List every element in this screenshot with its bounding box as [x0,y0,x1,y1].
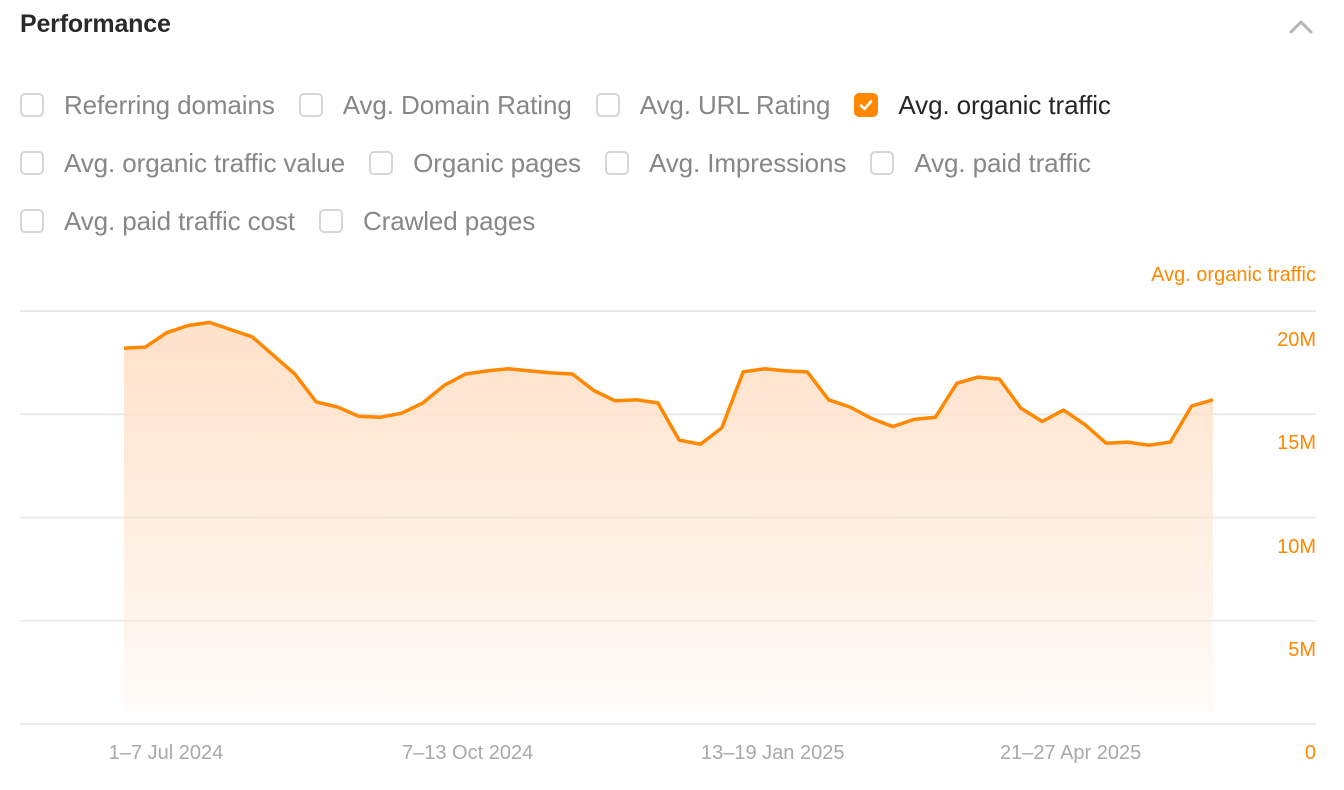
metric-label: Avg. URL Rating [639,89,831,120]
metric-label: Avg. organic traffic [898,89,1111,120]
y-tick-label: 20M [1277,329,1316,351]
metric-avg-url-rating[interactable]: Avg. URL Rating [595,89,831,121]
metric-label: Referring domains [64,89,275,120]
chevron-up-icon [1289,20,1313,34]
checkbox[interactable] [20,209,44,233]
metric-referring-domains[interactable]: Referring domains [20,90,275,121]
checkbox[interactable] [318,209,343,233]
metric-avg-organic-traffic-value[interactable]: Avg. organic traffic value [20,148,345,179]
metric-label: Avg. organic traffic value [64,147,346,178]
checkbox[interactable] [595,93,620,117]
x-tick-label: 21–27 Apr 2025 [1000,742,1142,764]
metric-label: Avg. Impressions [648,147,847,178]
metric-label: Avg. paid traffic [914,147,1091,178]
metric-avg-organic-traffic[interactable]: Avg. organic traffic [854,89,1111,121]
y-tick-label: 5M [1288,638,1316,661]
metric-avg-paid-traffic-cost[interactable]: Avg. paid traffic cost [20,206,295,237]
metric-label: Organic pages [413,147,581,178]
metric-avg-domain-rating[interactable]: Avg. Domain Rating [298,89,572,121]
metric-organic-pages[interactable]: Organic pages [369,148,581,179]
checkbox[interactable] [854,93,879,117]
metric-label: Avg. paid traffic cost [64,205,295,236]
area-fill [124,322,1213,712]
series-legend-label: Avg. organic traffic [1151,264,1316,286]
collapse-button[interactable] [1286,12,1316,42]
panel-header: Performance [20,8,1316,44]
x-tick-label: 1–7 Jul 2024 [108,742,224,764]
metric-checkbox-group: Referring domains Avg. Domain Rating Avg. … [20,76,1330,250]
checkbox[interactable] [604,151,629,175]
checkbox[interactable] [870,151,895,175]
metric-row: Avg. paid traffic cost Crawled pages [20,192,1330,250]
metric-row: Referring domains Avg. Domain Rating Avg. … [20,76,1330,134]
checkbox[interactable] [20,93,44,117]
checkbox[interactable] [369,151,394,175]
metric-avg-paid-traffic[interactable]: Avg. paid traffic [870,148,1091,179]
y-tick-label: 10M [1277,535,1316,558]
metric-avg-impressions[interactable]: Avg. Impressions [604,147,847,179]
metric-label: Crawled pages [362,205,536,236]
metric-row: Avg. organic traffic value Organic pages A… [20,134,1330,192]
x-tick-label: 7–13 Oct 2024 [402,742,534,764]
panel-title: Performance [20,10,171,38]
y-tick-label: 0 [1304,742,1316,764]
y-tick-label: 15M [1277,432,1316,455]
metric-crawled-pages[interactable]: Crawled pages [318,205,536,237]
traffic-line [123,320,1214,447]
x-tick-label: 13–19 Jan 2025 [701,742,845,764]
checkmark-icon [860,100,873,111]
checkbox[interactable] [20,151,44,175]
metric-label: Avg. Domain Rating [342,89,572,120]
checkbox[interactable] [298,93,323,117]
